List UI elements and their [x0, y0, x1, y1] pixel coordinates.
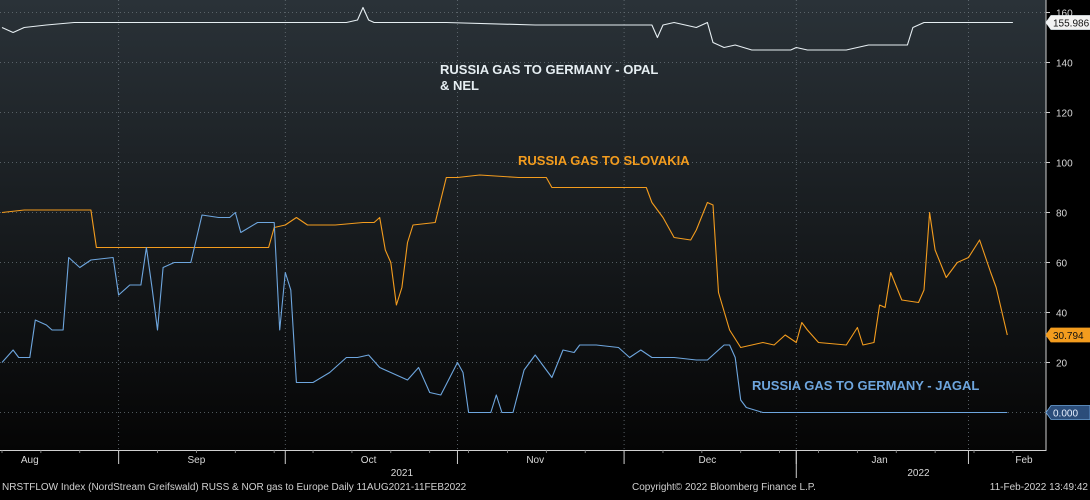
series-label-opal-nel: RUSSIA GAS TO GERMANY - OPAL & NEL	[440, 62, 662, 93]
x-month-label: Aug	[21, 455, 39, 466]
last-value-tag-box	[1045, 327, 1090, 343]
footer-copyright: Copyright© 2022 Bloomberg Finance L.P.	[632, 482, 816, 493]
last-value-tag-text: 30.794	[1053, 331, 1084, 342]
last-value-tag-jagal: 0.000	[1045, 405, 1090, 420]
series-label-jagal: RUSSIA GAS TO GERMANY - JAGAL	[752, 378, 979, 393]
y-tick-label: 140	[1056, 59, 1073, 70]
x-month-label: Nov	[526, 455, 544, 466]
series-line-opal_nel	[1, 6, 1013, 51]
y-tick-label: 120	[1056, 109, 1073, 120]
series-line-jagal	[1, 211, 1008, 414]
footer-timestamp: 11-Feb-2022 13:49:42	[990, 482, 1089, 493]
x-month-label: Dec	[699, 455, 717, 466]
y-tick-label: 100	[1056, 159, 1073, 170]
series-label-slovakia: RUSSIA GAS TO SLOVAKIA	[518, 153, 690, 168]
x-month-label: Sep	[188, 455, 206, 466]
x-year-label: 2021	[391, 468, 414, 479]
x-month-label: Feb	[1015, 455, 1033, 466]
last-value-tag-opal_nel: 155.986	[1045, 15, 1090, 30]
x-month-label: Oct	[361, 455, 377, 466]
last-value-tag-text: 155.986	[1053, 19, 1090, 30]
series-line-slovakia	[1, 174, 1008, 349]
x-month-label: Jan	[872, 455, 888, 466]
last-value-tag-box	[1045, 15, 1090, 30]
footer-source: NRSTFLOW Index (NordStream Greifswald) R…	[2, 482, 467, 493]
y-tick-label: 40	[1056, 309, 1068, 320]
last-value-tag-slovakia: 30.794	[1045, 327, 1090, 343]
x-year-label: 2022	[907, 468, 930, 479]
last-value-tag-box	[1045, 405, 1090, 420]
y-tick-label: 160	[1056, 9, 1073, 20]
axes: 020406080100120140160AugSepOctNovDecJanF…	[0, 0, 1090, 479]
y-tick-label: 80	[1056, 209, 1068, 220]
last-value-tag-text: 0.000	[1053, 409, 1078, 420]
series-lines	[1, 6, 1013, 414]
y-tick-label: 20	[1056, 359, 1068, 370]
y-tick-label: 60	[1056, 259, 1068, 270]
